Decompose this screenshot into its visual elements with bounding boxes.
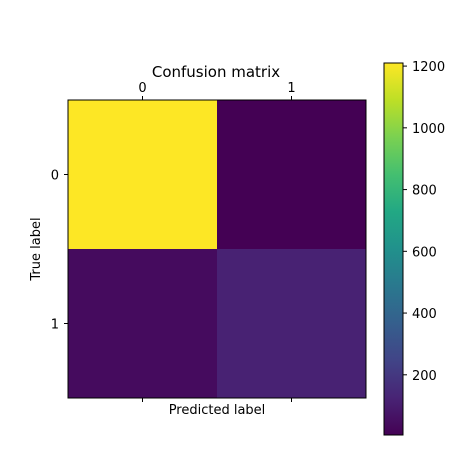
y-tick-label-0: 0 — [51, 169, 59, 184]
colorbar-tick-label-600: 600 — [412, 245, 437, 260]
colorbar-tick-label-200: 200 — [412, 369, 437, 384]
colorbar — [383, 62, 404, 436]
y-axis-ticks: 01 — [51, 169, 68, 333]
colorbar-tick-label-1200: 1200 — [412, 60, 445, 75]
colorbar-tick-label-400: 400 — [412, 307, 437, 322]
matrix-cell-0-0 — [68, 100, 217, 249]
y-axis-label: True label — [29, 217, 44, 281]
y-tick-label-1: 1 — [51, 318, 59, 333]
chart-title: Confusion matrix — [152, 63, 280, 81]
x-tick-label-0: 0 — [138, 81, 146, 96]
matrix-cell-0-1 — [217, 100, 366, 249]
plot-frame — [67, 99, 367, 399]
x-tick-label-1: 1 — [287, 81, 295, 96]
matrix-cell-1-1 — [217, 249, 366, 398]
x-axis-label: Predicted label — [169, 403, 266, 418]
matrix-cells — [68, 100, 366, 398]
colorbar-ticks: 200 400 600 800 1000 1200 — [403, 60, 445, 384]
matrix-cell-1-0 — [68, 249, 217, 398]
colorbar-tick-label-800: 800 — [412, 184, 437, 199]
colorbar-tick-label-1000: 1000 — [412, 122, 445, 137]
